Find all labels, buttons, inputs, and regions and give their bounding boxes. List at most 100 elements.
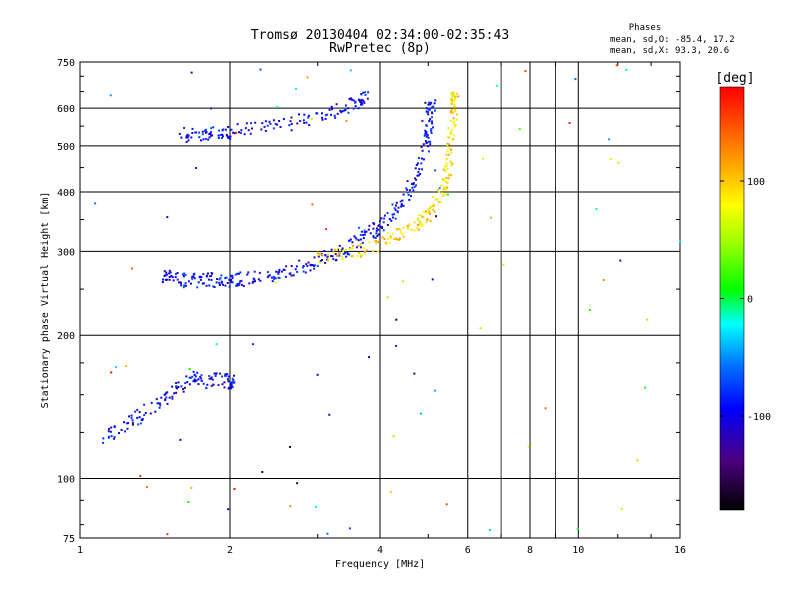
noise-point bbox=[114, 366, 117, 369]
noise-point bbox=[524, 70, 527, 73]
noise-point bbox=[392, 435, 395, 438]
data-point bbox=[401, 204, 403, 207]
data-point bbox=[372, 222, 375, 225]
data-point bbox=[143, 414, 146, 417]
noise-point bbox=[435, 215, 438, 218]
data-point bbox=[446, 143, 449, 145]
data-point bbox=[219, 133, 222, 136]
data-point bbox=[132, 423, 134, 426]
data-point bbox=[251, 127, 253, 130]
data-point bbox=[446, 144, 449, 147]
data-point bbox=[107, 436, 110, 439]
data-point bbox=[228, 278, 231, 281]
data-point bbox=[193, 378, 196, 381]
data-point bbox=[361, 241, 364, 244]
data-point bbox=[266, 124, 269, 127]
data-point bbox=[223, 386, 226, 389]
data-point bbox=[397, 206, 400, 209]
data-point bbox=[434, 99, 437, 102]
data-point bbox=[252, 277, 255, 280]
data-point bbox=[418, 220, 421, 223]
data-point bbox=[375, 229, 378, 232]
data-point bbox=[102, 437, 105, 440]
data-point bbox=[171, 385, 174, 388]
data-point bbox=[450, 164, 453, 167]
data-point bbox=[238, 283, 241, 286]
data-point bbox=[321, 116, 324, 119]
data-point bbox=[185, 375, 188, 378]
data-point bbox=[202, 282, 205, 285]
data-point bbox=[191, 277, 194, 280]
data-point bbox=[420, 146, 423, 149]
y-tick-labels: 75 100 200 300 400 500 600 750 bbox=[57, 58, 75, 545]
data-point bbox=[432, 126, 434, 129]
data-point bbox=[200, 377, 203, 380]
data-point bbox=[433, 102, 436, 105]
data-point bbox=[194, 380, 197, 383]
data-point bbox=[200, 380, 203, 382]
data-point bbox=[188, 376, 191, 379]
data-point bbox=[171, 397, 174, 400]
noise-point bbox=[345, 119, 348, 122]
data-point bbox=[226, 373, 229, 376]
data-point bbox=[130, 417, 133, 419]
data-point bbox=[432, 208, 435, 211]
data-point bbox=[327, 257, 330, 260]
noise-point bbox=[363, 229, 366, 232]
data-point bbox=[227, 387, 230, 390]
noise-point bbox=[274, 281, 277, 284]
data-point bbox=[432, 196, 435, 198]
data-point bbox=[379, 220, 381, 223]
data-point bbox=[360, 99, 363, 102]
data-point bbox=[180, 385, 183, 388]
data-point bbox=[411, 186, 414, 189]
data-point bbox=[428, 120, 431, 123]
data-point bbox=[362, 91, 365, 94]
data-point bbox=[204, 137, 207, 140]
data-point bbox=[450, 119, 452, 122]
data-point bbox=[278, 120, 281, 122]
data-point bbox=[158, 406, 161, 409]
data-point bbox=[183, 284, 186, 287]
noise-point bbox=[233, 488, 236, 490]
data-point bbox=[250, 122, 252, 125]
data-point bbox=[422, 158, 425, 161]
data-point bbox=[455, 118, 458, 121]
data-point bbox=[201, 130, 204, 133]
noise-point bbox=[544, 407, 547, 410]
noise-point bbox=[166, 533, 169, 536]
data-point bbox=[178, 132, 181, 135]
noise-point bbox=[358, 226, 361, 229]
data-point bbox=[447, 127, 450, 130]
data-point bbox=[400, 205, 403, 208]
data-point bbox=[443, 180, 446, 182]
data-point bbox=[453, 98, 456, 101]
data-point bbox=[230, 384, 233, 387]
data-point bbox=[443, 178, 445, 181]
data-point bbox=[183, 127, 186, 129]
data-point bbox=[451, 93, 454, 96]
data-point bbox=[107, 430, 110, 433]
data-point bbox=[444, 193, 447, 196]
data-point bbox=[439, 201, 442, 203]
data-point bbox=[420, 162, 423, 165]
data-point bbox=[451, 94, 454, 97]
data-point bbox=[168, 269, 171, 272]
noise-point bbox=[389, 491, 392, 494]
data-point bbox=[324, 117, 327, 120]
data-point bbox=[393, 207, 396, 210]
data-point bbox=[208, 377, 211, 380]
data-point bbox=[219, 372, 222, 375]
data-point bbox=[178, 281, 180, 284]
data-point bbox=[197, 281, 200, 284]
data-point bbox=[268, 274, 271, 277]
data-point bbox=[424, 129, 427, 132]
data-point bbox=[445, 164, 448, 167]
data-point bbox=[429, 103, 432, 106]
data-point bbox=[226, 378, 229, 381]
data-point bbox=[453, 109, 456, 112]
data-point bbox=[205, 387, 208, 390]
data-point bbox=[356, 255, 359, 257]
data-point bbox=[210, 376, 213, 379]
data-point bbox=[254, 121, 257, 124]
